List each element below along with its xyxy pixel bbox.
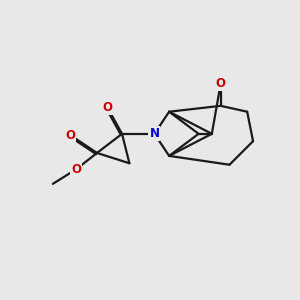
Text: N: N — [149, 127, 159, 140]
Text: O: O — [65, 129, 76, 142]
Text: O: O — [71, 163, 81, 176]
Text: O: O — [102, 101, 112, 114]
Text: O: O — [216, 77, 226, 90]
